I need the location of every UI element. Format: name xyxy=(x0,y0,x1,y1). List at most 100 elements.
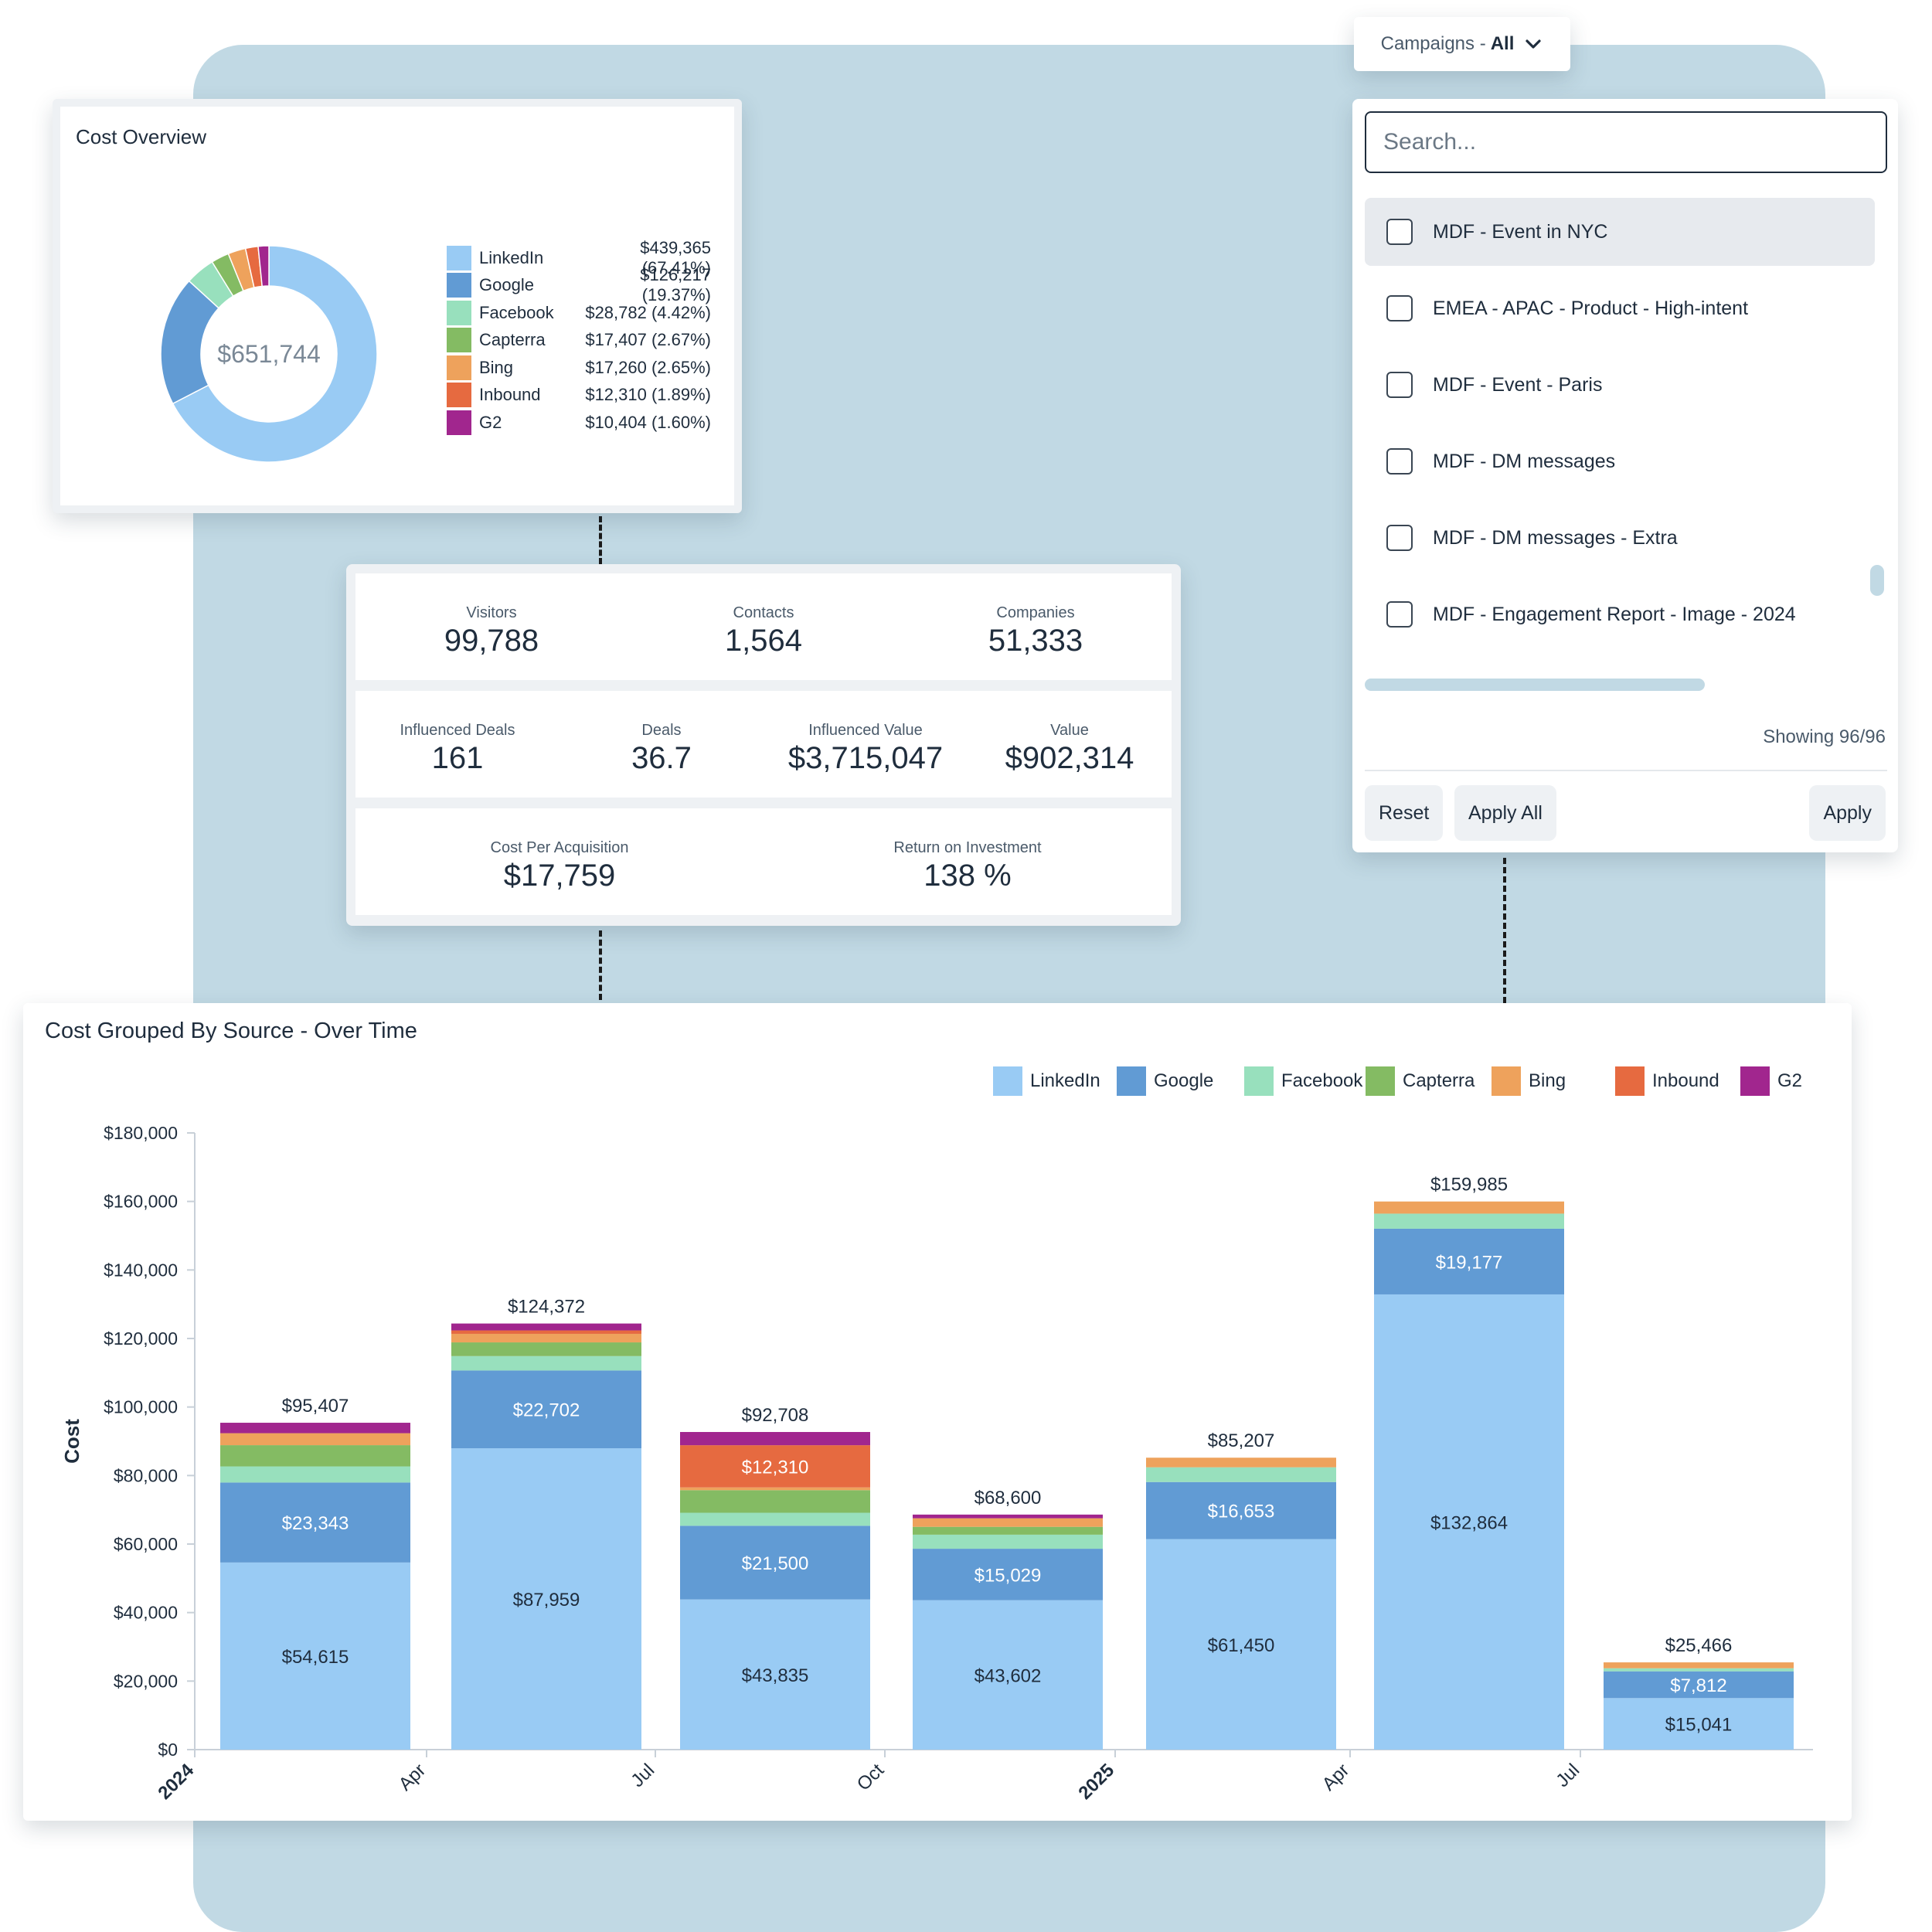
metric-value: 51,333 xyxy=(988,624,1083,658)
campaigns-dropdown: MDF - Event in NYC EMEA - APAC - Product … xyxy=(1352,99,1898,852)
bar-segment-capterra[interactable] xyxy=(220,1445,410,1467)
campaign-option-label: MDF - DM messages xyxy=(1433,450,1616,472)
campaign-checkbox[interactable] xyxy=(1386,372,1413,398)
bar-segment-bing[interactable] xyxy=(1374,1201,1564,1214)
campaign-option-label: MDF - Event - Paris xyxy=(1433,373,1603,396)
bar-segment-facebook[interactable] xyxy=(680,1512,870,1526)
legend-swatch xyxy=(1366,1066,1395,1096)
bar-total-label: $68,600 xyxy=(975,1488,1042,1509)
bar-segment-facebook[interactable] xyxy=(220,1466,410,1483)
apply-all-button[interactable]: Apply All xyxy=(1454,785,1556,841)
campaign-option[interactable]: MDF - Event - Paris xyxy=(1365,351,1875,419)
bar-segment-g2[interactable] xyxy=(451,1323,641,1331)
chart-legend-item-inbound[interactable]: Inbound xyxy=(1615,1066,1719,1096)
reset-button[interactable]: Reset xyxy=(1365,785,1444,841)
bar-segment-facebook[interactable] xyxy=(451,1355,641,1371)
bar-segment-capterra[interactable] xyxy=(680,1490,870,1513)
bar-segment-inbound[interactable] xyxy=(680,1445,870,1488)
chart-legend-item-g2[interactable]: G2 xyxy=(1740,1066,1802,1096)
bar-segment-inbound[interactable] xyxy=(451,1330,641,1334)
bar-segment-g2[interactable] xyxy=(913,1514,1103,1519)
bar-segment-linkedin[interactable] xyxy=(913,1600,1103,1750)
campaign-search-input[interactable] xyxy=(1365,111,1887,173)
apply-button[interactable]: Apply xyxy=(1809,785,1886,841)
connector-line xyxy=(1503,858,1506,1003)
bar-segment-linkedin[interactable] xyxy=(1604,1698,1794,1750)
chart-legend-item-google[interactable]: Google xyxy=(1117,1066,1213,1096)
legend-swatch xyxy=(447,328,471,353)
cost-overview-legend: LinkedIn $439,365 (67.41%) Google $126,217 … xyxy=(447,238,711,437)
bar-segment-google[interactable] xyxy=(451,1370,641,1449)
donut-slice-g2[interactable] xyxy=(257,245,270,287)
bar-segment-linkedin[interactable] xyxy=(680,1599,870,1750)
chart-legend-item-linkedin[interactable]: LinkedIn xyxy=(993,1066,1100,1096)
campaign-option[interactable]: MDF - Event in NYC xyxy=(1365,198,1875,266)
cost-overview-card: Cost Overview $651,744 LinkedIn $439,365 … xyxy=(53,99,742,513)
metric-label: Contacts xyxy=(733,604,794,621)
bar-segment-google[interactable] xyxy=(680,1526,870,1600)
legend-source-name: Inbound xyxy=(479,385,541,405)
campaigns-filter-label: Campaigns - xyxy=(1380,33,1486,54)
campaign-checkbox[interactable] xyxy=(1386,525,1413,551)
bar-segment-linkedin[interactable] xyxy=(220,1562,410,1750)
campaigns-filter-button[interactable]: Campaigns - All xyxy=(1354,17,1570,71)
campaign-option[interactable]: MDF - DM messages xyxy=(1365,427,1875,495)
bar-total-label: $124,372 xyxy=(508,1297,585,1318)
legend-source-name: LinkedIn xyxy=(479,247,544,267)
cost-bar-chart: $0 $20,000 $40,000 $60,000 $80,000 $100,000 $1… xyxy=(60,1123,1813,1804)
campaign-checkbox[interactable] xyxy=(1386,448,1413,474)
x-tick-label: Apr xyxy=(395,1760,430,1795)
bar-segment-facebook[interactable] xyxy=(1604,1668,1794,1672)
chart-legend-item-capterra[interactable]: Capterra xyxy=(1366,1066,1475,1096)
y-tick-label: $180,000 xyxy=(104,1123,178,1143)
bar-segment-g2[interactable] xyxy=(220,1423,410,1434)
legend-source-value: $439,365 (67.41%) xyxy=(640,237,711,277)
bar-segment-facebook[interactable] xyxy=(1374,1213,1564,1229)
y-tick-label: $20,000 xyxy=(114,1671,178,1691)
bar-segment-google[interactable] xyxy=(913,1549,1103,1600)
bar-segment-capterra[interactable] xyxy=(451,1342,641,1356)
campaign-option-label: MDF - DM messages - Extra xyxy=(1433,526,1678,549)
bar-segment-g2[interactable] xyxy=(680,1431,870,1446)
bar-segment-linkedin[interactable] xyxy=(1374,1294,1564,1750)
bar-segment-google[interactable] xyxy=(1146,1481,1336,1539)
bar-segment-bing[interactable] xyxy=(1604,1662,1794,1668)
campaign-checkbox[interactable] xyxy=(1386,219,1413,245)
vertical-scrollbar[interactable] xyxy=(1870,565,1884,596)
legend-swatch xyxy=(447,300,471,325)
bar-segment-linkedin[interactable] xyxy=(1146,1539,1336,1750)
bar-total-label: $85,207 xyxy=(1208,1430,1275,1451)
chart-title: Cost Grouped By Source - Over Time xyxy=(45,1019,417,1043)
bar-segment-bing[interactable] xyxy=(1146,1458,1336,1468)
metric-label: Visitors xyxy=(466,604,517,621)
bar-segment-capterra[interactable] xyxy=(913,1526,1103,1535)
bar-segment-google[interactable] xyxy=(1604,1671,1794,1699)
donut-slice-linkedin[interactable] xyxy=(172,245,378,463)
bar-segment-bing[interactable] xyxy=(451,1333,641,1343)
chart-legend-item-facebook[interactable]: Facebook xyxy=(1244,1066,1362,1096)
legend-swatch xyxy=(447,383,471,408)
bar-segment-bing[interactable] xyxy=(220,1433,410,1446)
campaign-option[interactable]: MDF - DM messages - Extra xyxy=(1365,504,1875,572)
horizontal-scrollbar[interactable] xyxy=(1365,679,1705,691)
campaign-option[interactable]: MDF - Engagement Report - Image - 2024 xyxy=(1365,580,1875,648)
bar-total-label: $92,708 xyxy=(742,1405,809,1426)
metric-return-on-investment: Return on Investment 138 % xyxy=(764,808,1172,915)
bar-segment-label: $23,343 xyxy=(282,1513,349,1534)
chart-legend-item-bing[interactable]: Bing xyxy=(1492,1066,1566,1096)
cost-over-time-card: Cost Grouped By Source - Over Time Linke… xyxy=(23,1003,1852,1821)
campaign-checkbox[interactable] xyxy=(1386,601,1413,628)
bar-segment-google[interactable] xyxy=(220,1482,410,1563)
campaign-option[interactable]: EMEA - APAC - Product - High-intent xyxy=(1365,274,1875,342)
x-tick-label: Jul xyxy=(1552,1760,1583,1791)
bar-segment-facebook[interactable] xyxy=(1146,1467,1336,1482)
bar-segment-bing[interactable] xyxy=(680,1487,870,1491)
legend-label: Google xyxy=(1154,1070,1214,1091)
bar-segment-google[interactable] xyxy=(1374,1228,1564,1294)
bar-segment-bing[interactable] xyxy=(913,1518,1103,1527)
bar-segment-linkedin[interactable] xyxy=(451,1448,641,1750)
campaign-checkbox[interactable] xyxy=(1386,295,1413,321)
metric-visitors: Visitors 99,788 xyxy=(355,573,628,680)
bar-segment-facebook[interactable] xyxy=(913,1534,1103,1549)
legend-row-facebook: Facebook $28,782 (4.42%) xyxy=(447,299,711,327)
